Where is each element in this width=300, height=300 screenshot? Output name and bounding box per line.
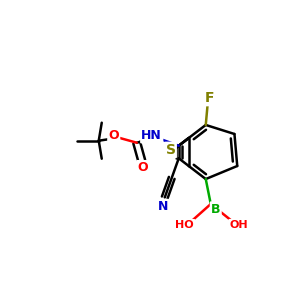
Text: N: N — [158, 200, 168, 213]
Text: OH: OH — [230, 220, 248, 230]
Text: F: F — [205, 91, 214, 105]
Text: HN: HN — [141, 129, 162, 142]
Text: O: O — [108, 129, 119, 142]
Text: S: S — [166, 143, 176, 157]
Text: HO: HO — [176, 220, 194, 230]
Text: B: B — [211, 202, 220, 215]
Text: O: O — [137, 161, 148, 174]
